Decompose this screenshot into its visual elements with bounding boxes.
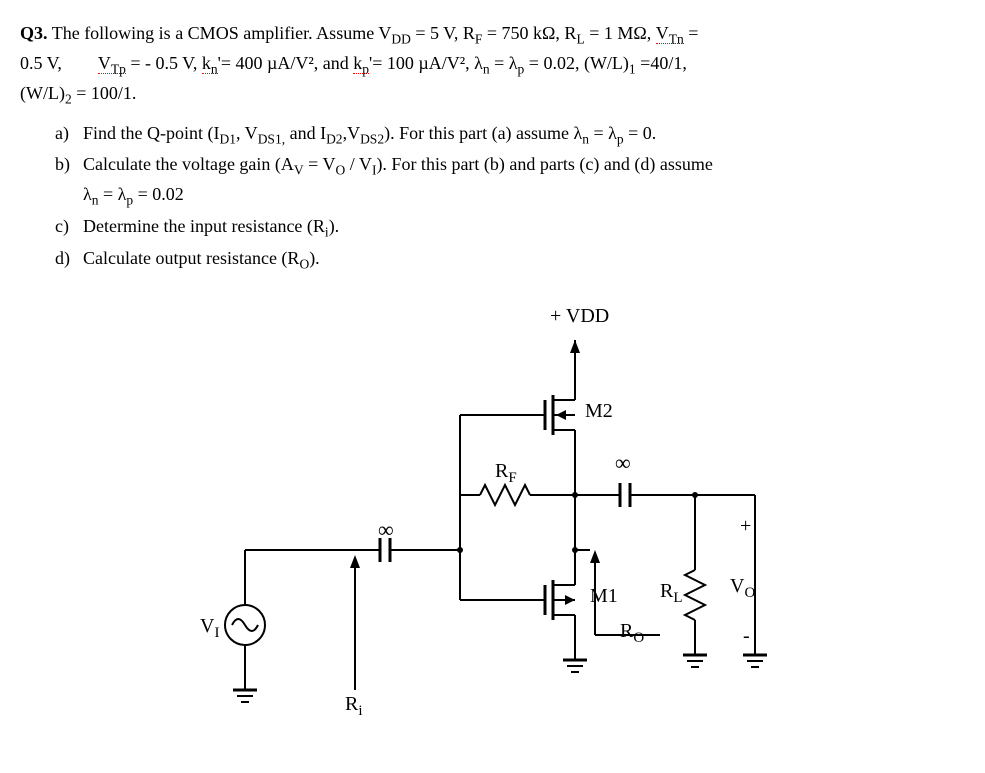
vdd-label: + VDD: [550, 305, 609, 328]
question-number: Q3.: [20, 23, 48, 43]
circuit-diagram: + VDD M2 M1 RF RL VO VI RO Ri + - ∞ ∞: [200, 305, 800, 725]
vo-minus: -: [743, 625, 750, 648]
m1-label: M1: [590, 585, 618, 608]
part-a: a) Find the Q-point (ID1, VDS1, and ID2,…: [55, 120, 965, 150]
ro-label: RO: [620, 620, 644, 647]
m2-label: M2: [585, 400, 613, 423]
cap-in-inf: ∞: [378, 517, 394, 543]
vo-label: VO: [730, 575, 755, 602]
part-b: b) Calculate the voltage gain (AV = VO /…: [55, 151, 965, 211]
vo-plus: +: [740, 515, 751, 538]
rl-label: RL: [660, 580, 683, 607]
cap-out-inf: ∞: [615, 450, 631, 476]
ri-label: Ri: [345, 693, 363, 720]
rf-label: RF: [495, 460, 517, 487]
part-c: c) Determine the input resistance (Ri).: [55, 213, 965, 243]
part-d: d) Calculate output resistance (RO).: [55, 245, 965, 275]
vi-label: VI: [200, 615, 219, 642]
circuit-svg: [200, 305, 800, 725]
subparts-list: a) Find the Q-point (ID1, VDS1, and ID2,…: [55, 120, 965, 275]
question-text: Q3. The following is a CMOS amplifier. A…: [20, 20, 965, 110]
